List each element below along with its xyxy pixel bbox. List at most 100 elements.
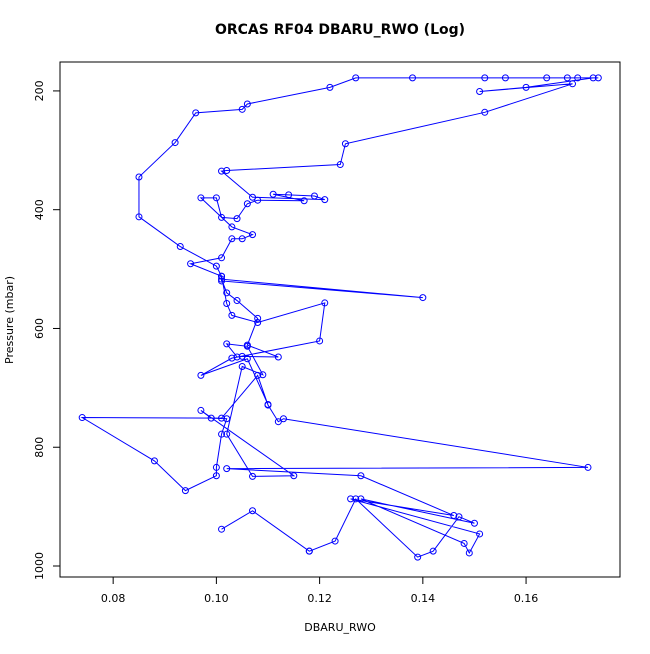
data-point (481, 74, 489, 82)
data-point (321, 299, 329, 307)
data-point (223, 465, 231, 473)
y-tick-label: 400 (33, 199, 46, 220)
data-point (243, 355, 251, 363)
data-point (228, 223, 236, 231)
data-point (218, 525, 226, 533)
data-point (470, 519, 478, 527)
data-point (249, 472, 257, 480)
data-point (218, 167, 226, 175)
data-point (357, 472, 365, 480)
data-point (197, 194, 205, 202)
data-point (279, 415, 287, 423)
data-point (305, 547, 313, 555)
data-point (352, 495, 360, 503)
data-point (78, 414, 86, 422)
plot-frame (59, 61, 621, 578)
data-point (243, 200, 251, 208)
data-point (135, 213, 143, 221)
x-tick-label: 0.10 (204, 592, 229, 605)
x-tick-label: 0.12 (307, 592, 332, 605)
data-point (243, 100, 251, 108)
data-point (228, 235, 236, 243)
data-point (207, 414, 215, 422)
data-point (197, 371, 205, 379)
data-point (254, 196, 262, 204)
y-tick-label: 200 (33, 80, 46, 101)
data-point (310, 192, 318, 200)
data-point (233, 297, 241, 305)
data-point (187, 260, 195, 268)
y-tick-label: 600 (33, 318, 46, 339)
data-point (543, 74, 551, 82)
data-point (223, 300, 231, 308)
data-point (254, 319, 262, 327)
data-point (218, 430, 226, 438)
data-point (336, 161, 344, 169)
data-point (135, 173, 143, 181)
data-point (476, 88, 484, 96)
data-point (218, 272, 226, 280)
data-point (233, 353, 241, 361)
data-point (228, 354, 236, 362)
data-point (218, 213, 226, 221)
data-point (316, 337, 324, 345)
data-point (429, 547, 437, 555)
data-point (176, 243, 184, 251)
data-point (223, 430, 231, 438)
data-point (228, 311, 236, 319)
y-tick-label: 1000 (33, 552, 46, 580)
data-point (522, 83, 530, 91)
data-point (212, 262, 220, 270)
data-point (341, 140, 349, 148)
data-point (409, 74, 417, 82)
data-point (326, 83, 334, 91)
data-point (197, 406, 205, 414)
data-point (274, 353, 282, 361)
data-point (259, 371, 267, 379)
data-point (357, 495, 365, 503)
data-point (460, 539, 468, 547)
data-point (589, 74, 597, 82)
data-point (352, 74, 360, 82)
data-point (269, 190, 277, 198)
data-point (501, 74, 509, 82)
data-point (419, 294, 427, 302)
data-point (238, 362, 246, 370)
data-point (569, 80, 577, 88)
data-point (249, 231, 257, 239)
data-point (238, 235, 246, 243)
data-point (465, 549, 473, 557)
data-point (574, 74, 582, 82)
data-point (249, 193, 257, 201)
y-axis-label: Pressure (mbar) (3, 276, 16, 364)
data-point (450, 512, 458, 520)
x-tick-label: 0.16 (514, 592, 539, 605)
data-point (563, 74, 571, 82)
data-point (347, 495, 355, 503)
data-point (285, 191, 293, 199)
data-point (212, 463, 220, 471)
data-point (218, 277, 226, 285)
data-point (321, 196, 329, 204)
data-point (223, 166, 231, 174)
data-line (80, 77, 599, 558)
data-point (249, 507, 257, 515)
data-point (331, 537, 339, 545)
data-point (181, 487, 189, 495)
data-point (218, 254, 226, 262)
data-point (223, 340, 231, 348)
data-point (584, 463, 592, 471)
data-point (254, 371, 262, 379)
data-point (238, 105, 246, 113)
x-tick-label: 0.14 (411, 592, 436, 605)
x-tick-label: 0.08 (101, 592, 126, 605)
data-point (223, 415, 231, 423)
data-point (481, 108, 489, 116)
data-point (476, 530, 484, 538)
data-point (223, 289, 231, 297)
data-point (233, 215, 241, 223)
chart-title: ORCAS RF04 DBARU_RWO (Log) (215, 22, 465, 38)
data-point (414, 553, 422, 561)
y-tick-label: 800 (33, 437, 46, 458)
